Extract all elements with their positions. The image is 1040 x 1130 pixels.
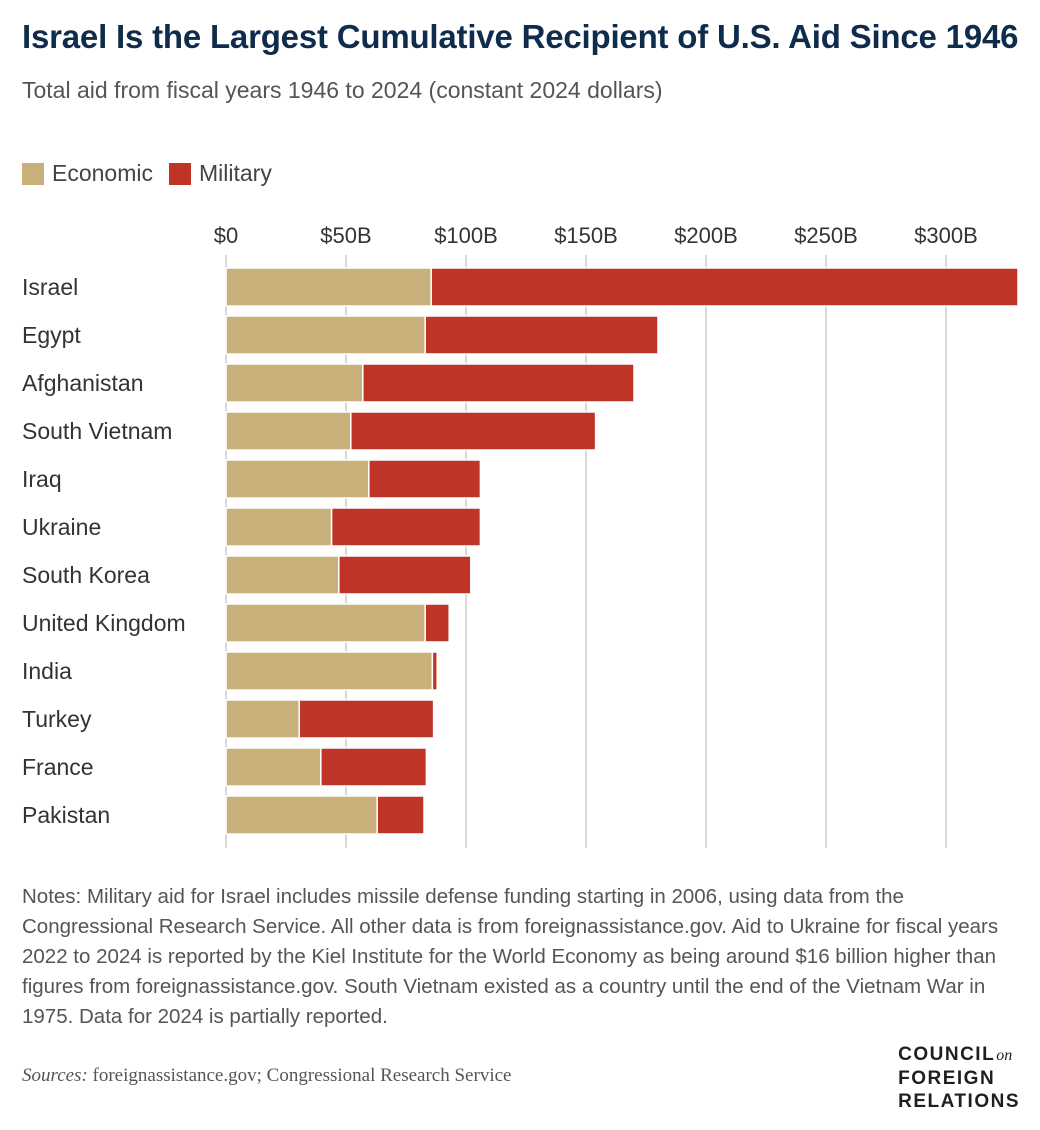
legend-item-economic: Economic [22,160,153,187]
x-tick-label: $300B [914,223,978,248]
bar-military [362,363,635,403]
chart-sources: Sources: foreignassistance.gov; Congress… [22,1065,511,1087]
x-tick-label: $200B [674,223,738,248]
x-tick-label: $250B [794,223,858,248]
sources-label: Sources: [22,1065,88,1086]
bar-economic [225,363,364,403]
bar-military [298,699,435,739]
category-label: Pakistan [22,802,110,828]
category-label: South Vietnam [22,418,172,444]
category-label: Afghanistan [22,370,143,396]
chart-notes: Notes: Military aid for Israel includes … [22,885,999,1028]
category-label: India [22,658,72,684]
bar-military [330,507,482,547]
x-tick-label: $0 [214,223,238,248]
bar-economic [225,747,322,787]
category-label: Iraq [22,466,62,492]
bar-economic [225,699,300,739]
bar-military [424,603,450,643]
cfr-logo: COUNCILon FOREIGN RELATIONS [898,1043,1020,1113]
category-label: South Korea [22,562,150,588]
bar-military [350,411,597,451]
x-tick-label: $50B [320,223,371,248]
logo-on: on [996,1047,1013,1064]
bar-economic [225,555,340,595]
bar-economic [225,795,378,835]
bar-military [430,267,1019,307]
category-label: Israel [22,274,78,300]
bar-military [368,459,482,499]
category-label: United Kingdom [22,610,186,636]
chart-subtitle: Total aid from fiscal years 1946 to 2024… [22,77,663,103]
bar-economic [225,603,426,643]
bar-chart: $0 $50B $100B $150B $200B $250B $300B Israel Egy… [22,223,1019,848]
bar-military [376,795,425,835]
x-tick-label: $150B [554,223,618,248]
category-label: Egypt [22,322,81,348]
legend: Economic Military [22,160,288,187]
bar-economic [225,651,434,691]
bar-economic [225,315,426,355]
legend-swatch-military [168,162,191,185]
bar-military [424,315,659,355]
bar-economic [225,507,333,547]
logo-line-council: COUNCIL [898,1044,996,1065]
x-tick-label: $100B [434,223,498,248]
category-label: Ukraine [22,514,101,540]
bar-economic [225,459,370,499]
logo-line-foreign: FOREIGN [898,1068,996,1089]
legend-label-economic: Economic [52,160,153,186]
logo-line-relations: RELATIONS [898,1091,1020,1112]
bar-economic [225,411,352,451]
category-label: France [22,754,94,780]
sources-text: foreignassistance.gov; Congressional Res… [87,1065,512,1086]
category-label: Turkey [22,706,92,732]
legend-swatch-economic [22,162,44,185]
bar-military [320,747,428,787]
legend-label-military: Military [198,160,272,186]
chart-title: Israel Is the Largest Cumulative Recipie… [22,18,1019,55]
bar-military [338,555,472,595]
bar-military [431,651,438,691]
legend-item-military: Military [168,160,272,187]
bar-economic [225,267,432,307]
